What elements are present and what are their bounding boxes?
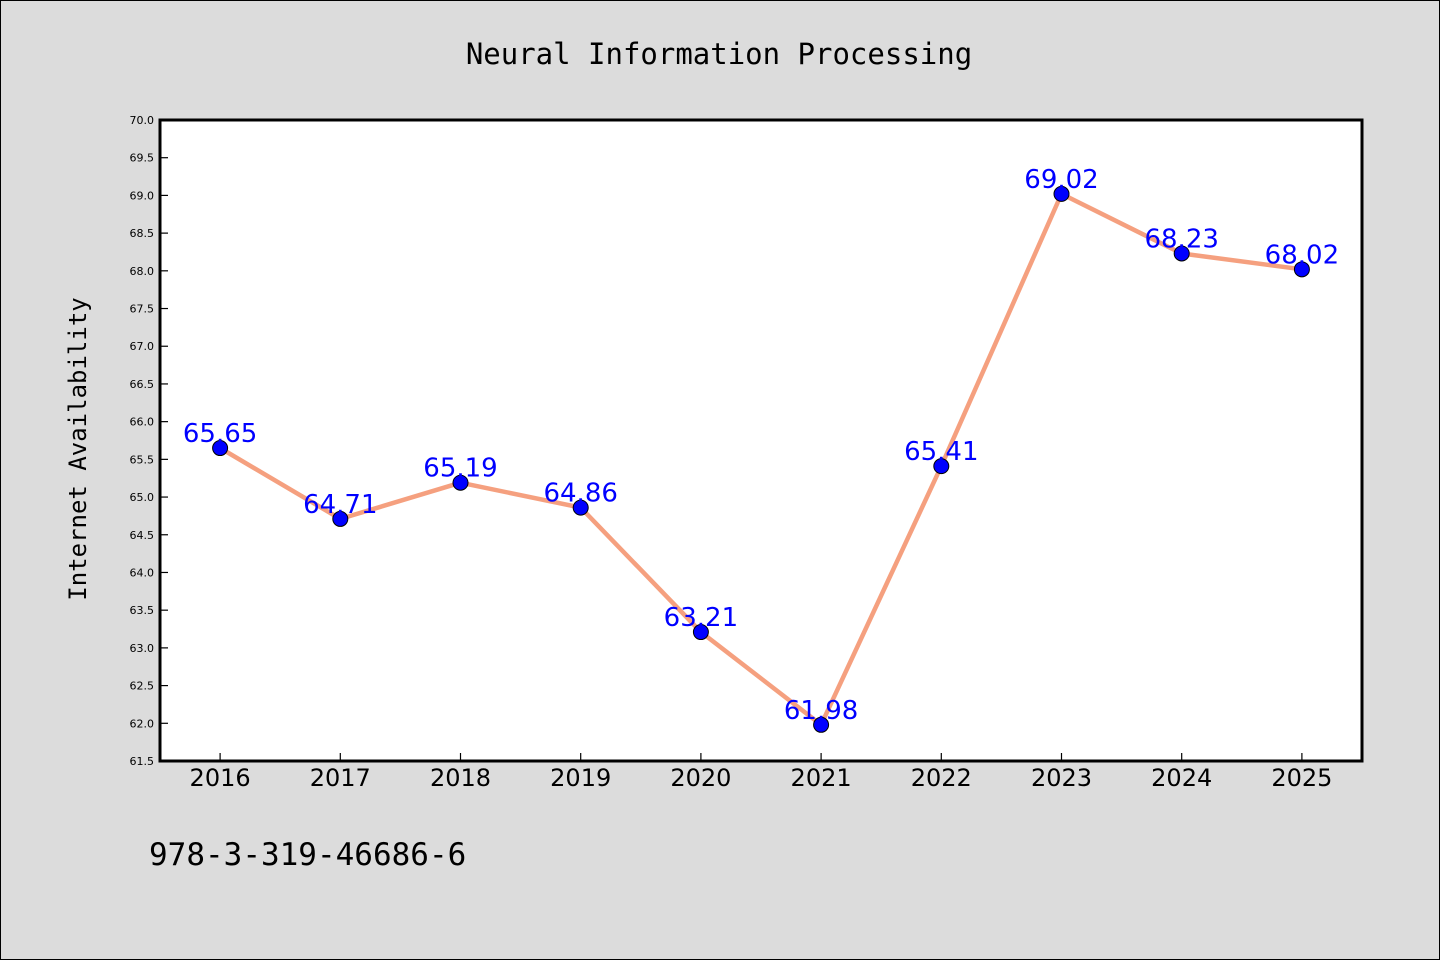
y-tick-label: 66.5 xyxy=(130,378,155,391)
data-point xyxy=(572,499,589,516)
data-label: 64.71 xyxy=(303,490,377,520)
data-label: 69.02 xyxy=(1024,165,1098,195)
y-tick-label: 63.0 xyxy=(130,642,155,655)
y-tick-label: 65.0 xyxy=(130,491,155,504)
data-label: 64.86 xyxy=(543,479,617,509)
series-group: 65.65 64.71 65.19 64.86 63.21 61.98 65.41 69.02… xyxy=(183,165,1339,733)
y-tick-label: 68.5 xyxy=(130,227,155,240)
y-tick-label: 61.5 xyxy=(130,755,155,768)
data-label: 68.23 xyxy=(1144,224,1218,254)
data-point xyxy=(212,440,229,457)
y-tick-label: 67.0 xyxy=(130,340,155,353)
chart-title: Neural Information Processing xyxy=(466,37,972,71)
isbn-text: 978-3-319-46686-6 xyxy=(149,837,466,873)
series-line xyxy=(217,191,1305,728)
plot-area xyxy=(160,120,1362,761)
y-tick-label: 63.5 xyxy=(130,604,155,617)
data-point xyxy=(933,458,950,475)
y-tick-label: 68.0 xyxy=(130,265,155,278)
x-tick-label: 2024 xyxy=(1151,764,1212,792)
x-tick-label: 2019 xyxy=(550,764,611,792)
data-label: 65.65 xyxy=(183,419,257,449)
x-tick-label: 2018 xyxy=(430,764,491,792)
y-tick-label: 66.0 xyxy=(130,416,155,429)
x-tick-label: 2016 xyxy=(190,764,251,792)
y-tick-label: 67.5 xyxy=(130,303,155,316)
data-point xyxy=(813,716,830,733)
y-tick-label: 64.5 xyxy=(130,529,155,542)
data-label: 65.19 xyxy=(423,454,497,484)
y-tick-label: 62.0 xyxy=(130,717,155,730)
data-point xyxy=(452,474,469,491)
y-tick-label: 62.5 xyxy=(130,680,155,693)
x-tick-label: 2020 xyxy=(670,764,731,792)
x-tick-label: 2025 xyxy=(1271,764,1332,792)
data-label: 63.21 xyxy=(664,603,738,633)
data-label: 61.98 xyxy=(784,696,858,726)
data-point xyxy=(692,624,709,641)
x-axis-ticks: 2016 2017 2018 2019 2020 2021 2022 2023 2024 2025 xyxy=(190,753,1332,792)
y-tick-label: 69.5 xyxy=(130,152,155,165)
data-point xyxy=(1053,185,1070,202)
data-label: 68.02 xyxy=(1265,240,1339,270)
x-tick-label: 2022 xyxy=(911,764,972,792)
y-axis-label: Internet Availability xyxy=(64,297,92,600)
y-tick-label: 64.0 xyxy=(130,566,155,579)
x-tick-label: 2023 xyxy=(1031,764,1092,792)
x-tick-label: 2017 xyxy=(310,764,371,792)
data-point xyxy=(332,510,349,527)
y-tick-label: 65.5 xyxy=(130,453,155,466)
plot-border xyxy=(158,118,1364,763)
data-label: 65.41 xyxy=(904,437,978,467)
y-tick-label: 70.0 xyxy=(130,114,155,127)
x-tick-label: 2021 xyxy=(791,764,852,792)
data-point xyxy=(1293,261,1310,278)
y-tick-label: 69.0 xyxy=(130,189,155,202)
y-axis-ticks: 61.5 62.0 62.5 63.0 63.5 64.0 64.5 65.0 65.5 66.0… xyxy=(130,114,168,768)
data-point xyxy=(1173,245,1190,262)
